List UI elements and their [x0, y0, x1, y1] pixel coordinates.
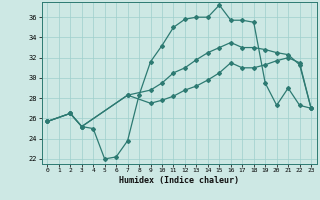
- X-axis label: Humidex (Indice chaleur): Humidex (Indice chaleur): [119, 176, 239, 185]
